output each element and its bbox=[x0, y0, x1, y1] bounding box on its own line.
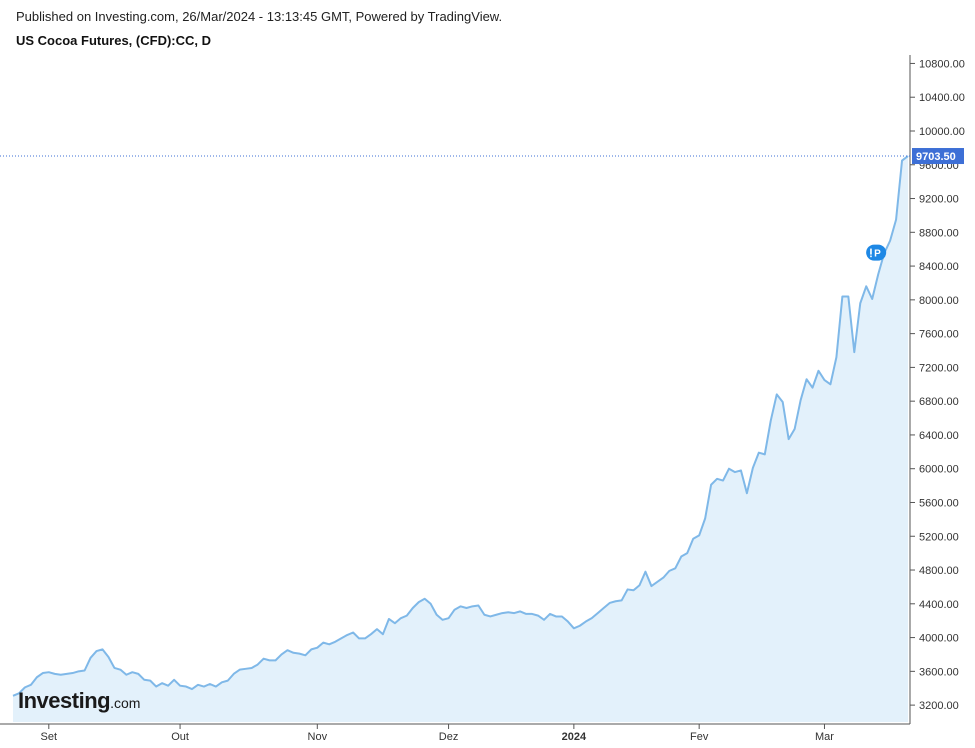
logo-suffix: .com bbox=[110, 695, 141, 711]
y-tick-label: 6400.00 bbox=[919, 430, 959, 442]
y-tick-label: 6000.00 bbox=[919, 464, 959, 476]
y-tick-label: 7200.00 bbox=[919, 362, 959, 374]
x-tick-label: Nov bbox=[308, 731, 328, 743]
x-tick-label: Set bbox=[41, 731, 58, 743]
y-tick-label: 8800.00 bbox=[919, 227, 959, 239]
x-tick-label: Dez bbox=[439, 731, 459, 743]
overlay-layer: 9703.50 P bbox=[0, 148, 964, 261]
y-tick-label: 8400.00 bbox=[919, 261, 959, 273]
y-tick-label: 7600.00 bbox=[919, 329, 959, 341]
y-tick-label: 10800.00 bbox=[919, 58, 965, 70]
line-layer bbox=[12, 155, 909, 697]
last-price-label: 9703.50 bbox=[916, 151, 956, 163]
x-axis: Set Out Nov Dez 2024 Fev Mar bbox=[0, 723, 910, 743]
y-tick-label: 5200.00 bbox=[919, 531, 959, 543]
logo-text: Investing bbox=[18, 688, 111, 713]
y-tick-label: 8000.00 bbox=[919, 295, 959, 307]
price-area bbox=[13, 156, 908, 722]
y-tick-label: 6800.00 bbox=[919, 396, 959, 408]
x-tick-label: 2024 bbox=[562, 731, 587, 743]
y-tick-label: 3600.00 bbox=[919, 666, 959, 678]
event-marker-bar bbox=[870, 248, 872, 255]
y-tick-label: 4400.00 bbox=[919, 599, 959, 611]
chart-title: US Cocoa Futures, (CFD):CC, D bbox=[16, 33, 211, 48]
x-tick-label: Mar bbox=[815, 731, 834, 743]
investing-logo: Investing .com bbox=[18, 688, 140, 714]
area-layer bbox=[13, 156, 908, 722]
x-tick-label: Out bbox=[171, 731, 189, 743]
y-axis: 3200.00 3600.00 4000.00 4400.00 4800.00 5200.… bbox=[909, 55, 965, 724]
y-tick-label: 4000.00 bbox=[919, 633, 959, 645]
y-tick-label: 9200.00 bbox=[919, 194, 959, 206]
y-tick-label: 4800.00 bbox=[919, 565, 959, 577]
published-info: Published on Investing.com, 26/Mar/2024 … bbox=[16, 9, 503, 24]
y-tick-label: 3200.00 bbox=[919, 700, 959, 712]
price-line bbox=[12, 155, 909, 697]
last-price-badge bbox=[912, 148, 964, 165]
event-marker-dot bbox=[870, 255, 872, 258]
y-tick-label: 10000.00 bbox=[919, 126, 965, 138]
event-marker-label: P bbox=[874, 249, 881, 260]
x-tick-label: Fev bbox=[690, 731, 709, 743]
y-tick-label: 5600.00 bbox=[919, 497, 959, 509]
y-tick-label: 10400.00 bbox=[919, 92, 965, 104]
